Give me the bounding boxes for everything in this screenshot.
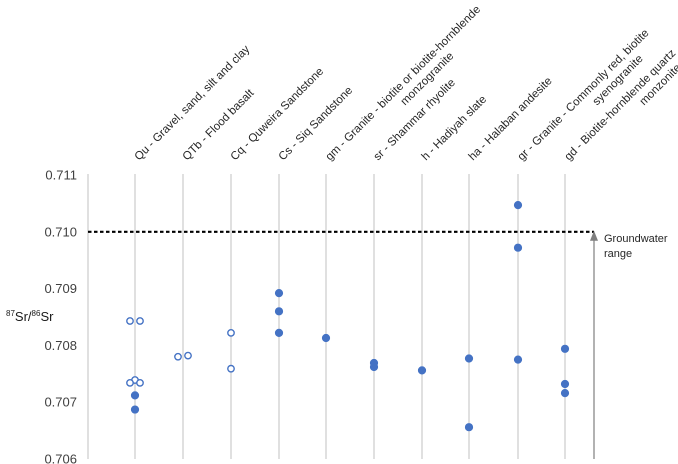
data-point-25 xyxy=(560,379,570,389)
y-tick-label: 0.711 xyxy=(45,168,77,183)
category-gridlines xyxy=(87,174,566,459)
category-label-line: ha - Halaban andesite xyxy=(467,75,555,163)
data-point-12 xyxy=(274,289,284,298)
y-tick-label: 0.710 xyxy=(44,224,77,239)
groundwater-range-arrowhead xyxy=(590,230,598,241)
category-label-8: ha - Halaban andesite xyxy=(467,75,555,163)
data-point-21 xyxy=(513,201,523,210)
data-point-13 xyxy=(274,307,284,316)
y-tick-label: 0.709 xyxy=(44,281,77,296)
data-point-11 xyxy=(227,364,235,373)
data-point-22 xyxy=(513,243,523,252)
y-axis-label: 87Sr/86Sr xyxy=(6,309,54,324)
y-tick-label: 0.708 xyxy=(44,338,77,353)
data-point-20 xyxy=(464,423,474,432)
data-point-9 xyxy=(174,352,182,361)
data-point-7 xyxy=(130,405,140,414)
y-tick-label: 0.707 xyxy=(44,395,77,410)
data-point-17 xyxy=(369,362,379,372)
data-point-26 xyxy=(560,389,570,398)
category-label-line: Cq - Quweira Sandstone xyxy=(229,66,327,164)
data-point-24 xyxy=(560,344,570,353)
data-point-2 xyxy=(136,317,144,325)
data-point-19 xyxy=(464,354,474,363)
y-tick-label: 0.706 xyxy=(44,452,77,464)
data-point-14 xyxy=(274,328,284,338)
data-point-6 xyxy=(130,391,140,400)
data-point-5 xyxy=(136,378,144,387)
y-axis-ticks: 0.711 0.710 0.709 0.708 0.707 0.706 xyxy=(44,168,77,464)
data-point-4 xyxy=(126,378,134,387)
category-label-3: Cq - Quweira Sandstone xyxy=(229,66,327,164)
data-point-18 xyxy=(417,366,427,375)
data-point-1 xyxy=(126,317,134,325)
data-point-15 xyxy=(321,333,331,343)
data-point-10 xyxy=(227,329,235,337)
data-point-8 xyxy=(184,351,192,360)
groundwater-range-label: Groundwater range xyxy=(604,233,668,260)
data-points xyxy=(126,201,570,432)
data-point-23 xyxy=(513,355,523,364)
